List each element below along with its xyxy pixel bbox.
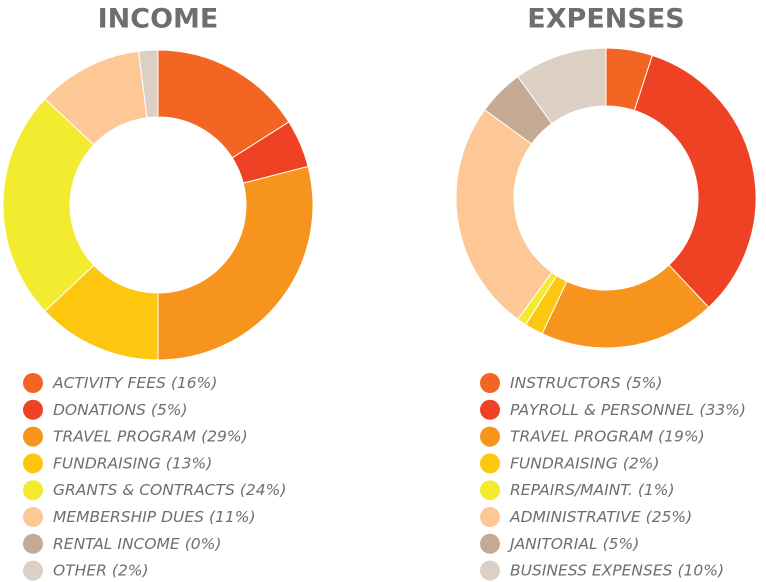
legend-value: (19%) xyxy=(658,427,705,445)
legend-value: (24%) xyxy=(240,481,287,499)
legend-value: (5%) xyxy=(626,374,663,392)
legend-category: DONATIONS xyxy=(53,400,146,418)
legend-swatch xyxy=(480,533,500,554)
donut-slice xyxy=(2,98,95,312)
chart-title: INCOME xyxy=(98,4,219,35)
legend-label: FUNDRAISING (2%) xyxy=(510,454,659,472)
legend-value: (1%) xyxy=(638,481,675,499)
legend-value: (0%) xyxy=(185,534,222,552)
legend-label: BUSINESS EXPENSES (10%) xyxy=(510,561,724,579)
legend-swatch xyxy=(480,480,500,501)
legend-category: FUNDRAISING xyxy=(510,454,618,472)
legend-category: PAYROLL & PERSONNEL xyxy=(510,400,694,418)
legend-swatch xyxy=(23,426,43,447)
legend-label: JANITORIAL (5%) xyxy=(507,534,639,552)
legend-category: ACTIVITY FEES xyxy=(52,374,166,392)
legend-value: (5%) xyxy=(151,400,188,418)
donut-slice xyxy=(517,47,607,125)
donut-slice xyxy=(455,109,553,321)
legend-swatch xyxy=(480,453,500,474)
legend-label: ADMINISTRATIVE (25%) xyxy=(509,508,692,526)
legend-label: PAYROLL & PERSONNEL (33%) xyxy=(510,400,746,418)
legend-label: MEMBERSHIP DUES (11%) xyxy=(53,508,256,526)
legend-label: OTHER (2%) xyxy=(53,561,149,579)
legend-value: (33%) xyxy=(699,400,746,418)
legend-swatch xyxy=(480,507,500,527)
chart-title: EXPENSES xyxy=(527,4,684,35)
legend-swatch xyxy=(480,426,500,447)
legend-value: (29%) xyxy=(201,427,248,445)
legend-category: ADMINISTRATIVE xyxy=(509,508,641,526)
legend-value: (25%) xyxy=(646,508,693,526)
legend-label: TRAVEL PROGRAM (19%) xyxy=(510,427,705,445)
legend-swatch xyxy=(480,373,500,393)
donut-slice xyxy=(633,54,757,309)
legend-value: (11%) xyxy=(209,508,256,526)
legend-category: GRANTS & CONTRACTS xyxy=(53,481,235,499)
legend-value: (13%) xyxy=(166,454,213,472)
donut-slice xyxy=(138,49,159,119)
legend-category: MEMBERSHIP DUES xyxy=(53,508,204,526)
legend-category: INSTRUCTORS xyxy=(510,374,621,392)
legend-swatch xyxy=(23,533,43,554)
legend-swatch xyxy=(480,399,500,420)
legend-category: JANITORIAL xyxy=(507,534,598,552)
legend-label: INSTRUCTORS (5%) xyxy=(510,374,662,392)
legend-category: TRAVEL PROGRAM xyxy=(510,427,653,445)
legend-category: FUNDRAISING xyxy=(53,454,161,472)
legend-swatch xyxy=(23,373,43,393)
legend-label: DONATIONS (5%) xyxy=(53,400,188,418)
legend-swatch xyxy=(23,453,43,474)
legend-label: TRAVEL PROGRAM (29%) xyxy=(53,427,248,445)
donut-slice xyxy=(157,165,314,361)
legend-label: RENTAL INCOME (0%) xyxy=(53,534,221,552)
legend-category: REPAIRS/MAINT. xyxy=(510,481,633,499)
legend-category: BUSINESS EXPENSES xyxy=(510,561,673,579)
legend-category: TRAVEL PROGRAM xyxy=(53,427,196,445)
legend-label: FUNDRAISING (13%) xyxy=(53,454,212,472)
legend-value: (5%) xyxy=(603,534,640,552)
legend-value: (10%) xyxy=(677,561,724,579)
legend-value: (2%) xyxy=(623,454,660,472)
legend-swatch xyxy=(480,560,500,581)
legend-swatch xyxy=(23,399,43,420)
legend-category: RENTAL INCOME xyxy=(53,534,180,552)
legend-swatch xyxy=(23,480,43,501)
legend-value: (2%) xyxy=(112,561,149,579)
legend-category: OTHER xyxy=(53,561,107,579)
legend-value: (16%) xyxy=(171,374,218,392)
legend-swatch xyxy=(23,560,43,581)
legend-label: REPAIRS/MAINT. (1%) xyxy=(510,481,675,499)
legend-label: GRANTS & CONTRACTS (24%) xyxy=(53,481,286,499)
legend-swatch xyxy=(23,507,43,527)
legend-label: ACTIVITY FEES (16%) xyxy=(52,374,217,392)
